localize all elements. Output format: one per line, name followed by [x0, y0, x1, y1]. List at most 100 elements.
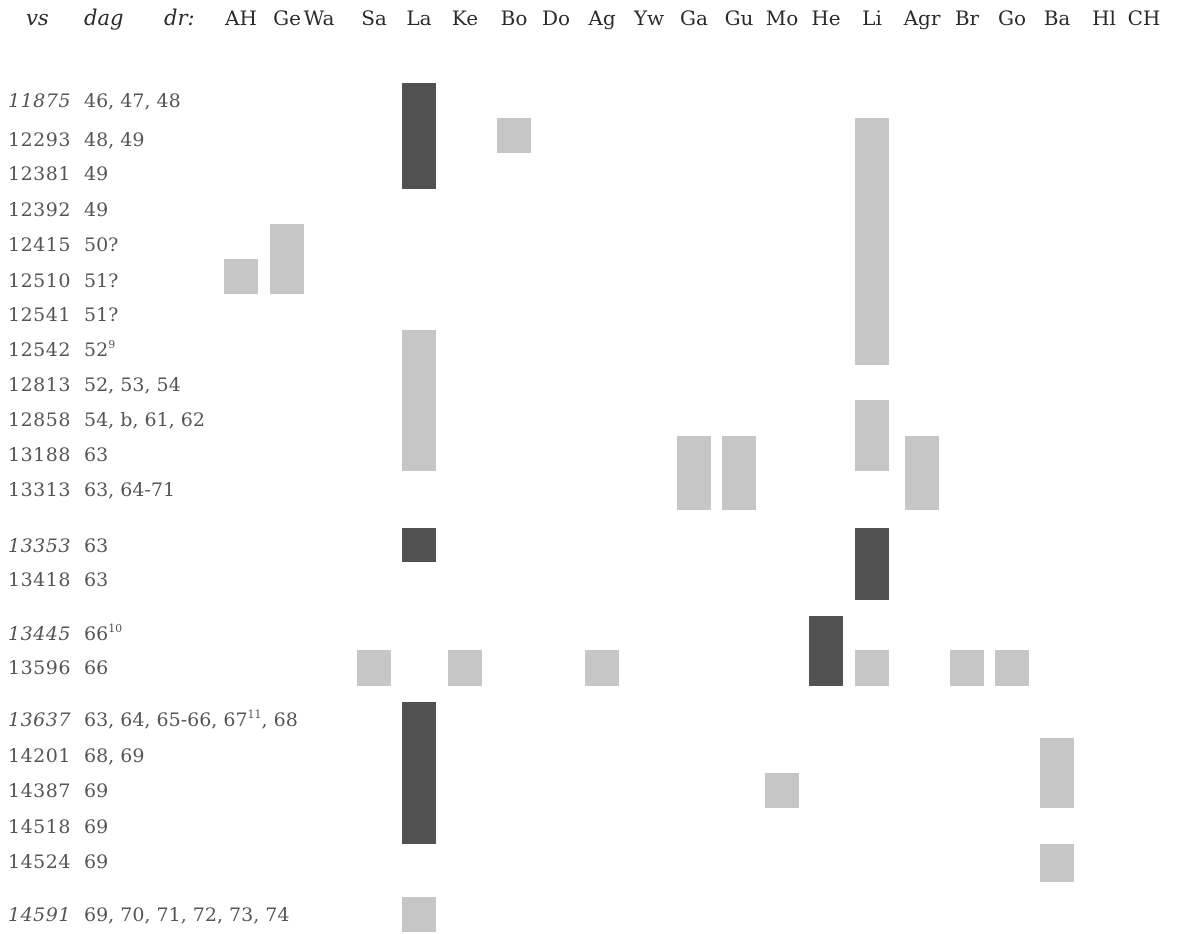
row-dag-values: 52, 53, 54 — [84, 372, 181, 398]
row-dag-values: 51? — [84, 268, 118, 294]
column-header-li: Li — [862, 6, 882, 30]
row-vs-number: 13445 — [8, 623, 71, 645]
dag-text: 69 — [84, 780, 109, 802]
column-header-agr: Agr — [903, 6, 941, 30]
dag-text: 69 — [84, 851, 109, 873]
row-vs-number: 14387 — [8, 780, 71, 802]
row-dag-values: 50? — [84, 232, 118, 258]
dag-header: dag — [84, 6, 124, 30]
row-dag-values: 54, b, 61, 62 — [84, 407, 205, 433]
row-vs-number: 12415 — [8, 234, 71, 256]
dag-text: 52 — [84, 339, 109, 361]
cell-li-dark — [855, 528, 889, 600]
row-vs-number: 14591 — [8, 904, 71, 926]
dag-text: 49 — [84, 199, 109, 221]
dag-text: 50? — [84, 234, 119, 256]
row-vs-number: 11875 — [8, 90, 71, 112]
row-vs-number: 13188 — [8, 444, 71, 466]
column-header-ge: Ge — [273, 6, 301, 30]
column-header-br: Br — [954, 6, 980, 30]
row-vs-number: 12510 — [8, 270, 71, 292]
cell-la-dark — [402, 528, 436, 562]
column-header-go: Go — [997, 6, 1027, 30]
column-header-mo: Mo — [765, 6, 799, 30]
dag-text: 51? — [84, 304, 119, 326]
column-header-ga: Ga — [680, 6, 708, 30]
column-header-ah: AH — [225, 6, 257, 30]
dag-text: 52, 53, 54 — [84, 374, 181, 396]
row-dag-values: 63 — [84, 533, 108, 559]
column-header-hl: Hl — [1092, 6, 1116, 30]
dag-text-continued: , 68 — [261, 709, 298, 731]
row-vs-number: 14518 — [8, 816, 71, 838]
dag-text: 51? — [84, 270, 119, 292]
row-vs-number: 13637 — [8, 709, 71, 731]
dag-text: 63, 64, 65-66, 67 — [84, 709, 248, 731]
row-vs-number: 12293 — [8, 129, 71, 151]
column-header-bo: Bo — [500, 6, 528, 30]
row-vs-number: 14524 — [8, 851, 71, 873]
cell-agr-light — [905, 436, 939, 510]
column-header-do: Do — [541, 6, 571, 30]
row-dag-values: 68, 69 — [84, 743, 144, 769]
cell-li-light — [855, 118, 889, 365]
cell-ba-light — [1040, 844, 1074, 882]
cell-go-light — [995, 650, 1029, 686]
row-dag-values: 49 — [84, 197, 108, 223]
dag-text: 66 — [84, 623, 109, 645]
dag-text: 63 — [84, 569, 109, 591]
footnote-marker: 10 — [108, 622, 123, 635]
row-vs-number: 12541 — [8, 304, 71, 326]
dag-text: 69 — [84, 816, 109, 838]
column-header-he: He — [811, 6, 841, 30]
row-vs-number: 12858 — [8, 409, 71, 431]
row-vs-number: 12542 — [8, 339, 71, 361]
cell-ba-light — [1040, 738, 1074, 808]
dag-text: 66 — [84, 657, 109, 679]
cell-bo-light — [497, 118, 531, 153]
footnote-marker: 11 — [247, 708, 262, 721]
cell-ke-light — [448, 650, 482, 686]
row-dag-values: 6610 — [84, 621, 122, 647]
dag-text: 63, 64-71 — [84, 479, 176, 501]
column-header-ag: Ag — [588, 6, 616, 30]
row-dag-values: 48, 49 — [84, 127, 144, 153]
row-dag-values: 63 — [84, 442, 108, 468]
column-header-ch: CH — [1127, 6, 1161, 30]
row-vs-number: 14201 — [8, 745, 71, 767]
cell-la-light — [402, 330, 436, 471]
column-header-ba: Ba — [1043, 6, 1071, 30]
cell-mo-light — [765, 773, 799, 808]
cell-li-light — [855, 400, 889, 471]
dag-text: 68, 69 — [84, 745, 145, 767]
dag-text: 46, 47, 48 — [84, 90, 181, 112]
cell-ah-light — [224, 259, 258, 294]
row-dag-values: 529 — [84, 337, 115, 363]
cell-la-dark — [402, 702, 436, 844]
cell-la-dark — [402, 83, 436, 189]
dag-text: 48, 49 — [84, 129, 145, 151]
row-dag-values: 69 — [84, 814, 108, 840]
row-vs-number: 13353 — [8, 535, 71, 557]
row-dag-values: 51? — [84, 302, 118, 328]
row-vs-number: 12381 — [8, 163, 71, 185]
cell-li-light — [855, 650, 889, 686]
dag-text: 69, 70, 71, 72, 73, 74 — [84, 904, 290, 926]
row-dag-values: 49 — [84, 161, 108, 187]
column-header-yw: Yw — [633, 6, 665, 30]
row-dag-values: 63, 64-71 — [84, 477, 175, 503]
vs-header: vs — [26, 6, 49, 30]
row-dag-values: 69 — [84, 778, 108, 804]
row-vs-number: 13418 — [8, 569, 71, 591]
column-header-gu: Gu — [724, 6, 754, 30]
cell-ge-light — [270, 224, 304, 294]
cell-gu-light — [722, 436, 756, 510]
column-header-sa: Sa — [361, 6, 387, 30]
row-vs-number: 12392 — [8, 199, 71, 221]
row-dag-values: 63 — [84, 567, 108, 593]
cell-br-light — [950, 650, 984, 686]
row-dag-values: 69, 70, 71, 72, 73, 74 — [84, 902, 289, 928]
column-header-ke: Ke — [451, 6, 479, 30]
footnote-marker: 9 — [108, 338, 116, 351]
dr-header: dr: — [164, 6, 195, 30]
